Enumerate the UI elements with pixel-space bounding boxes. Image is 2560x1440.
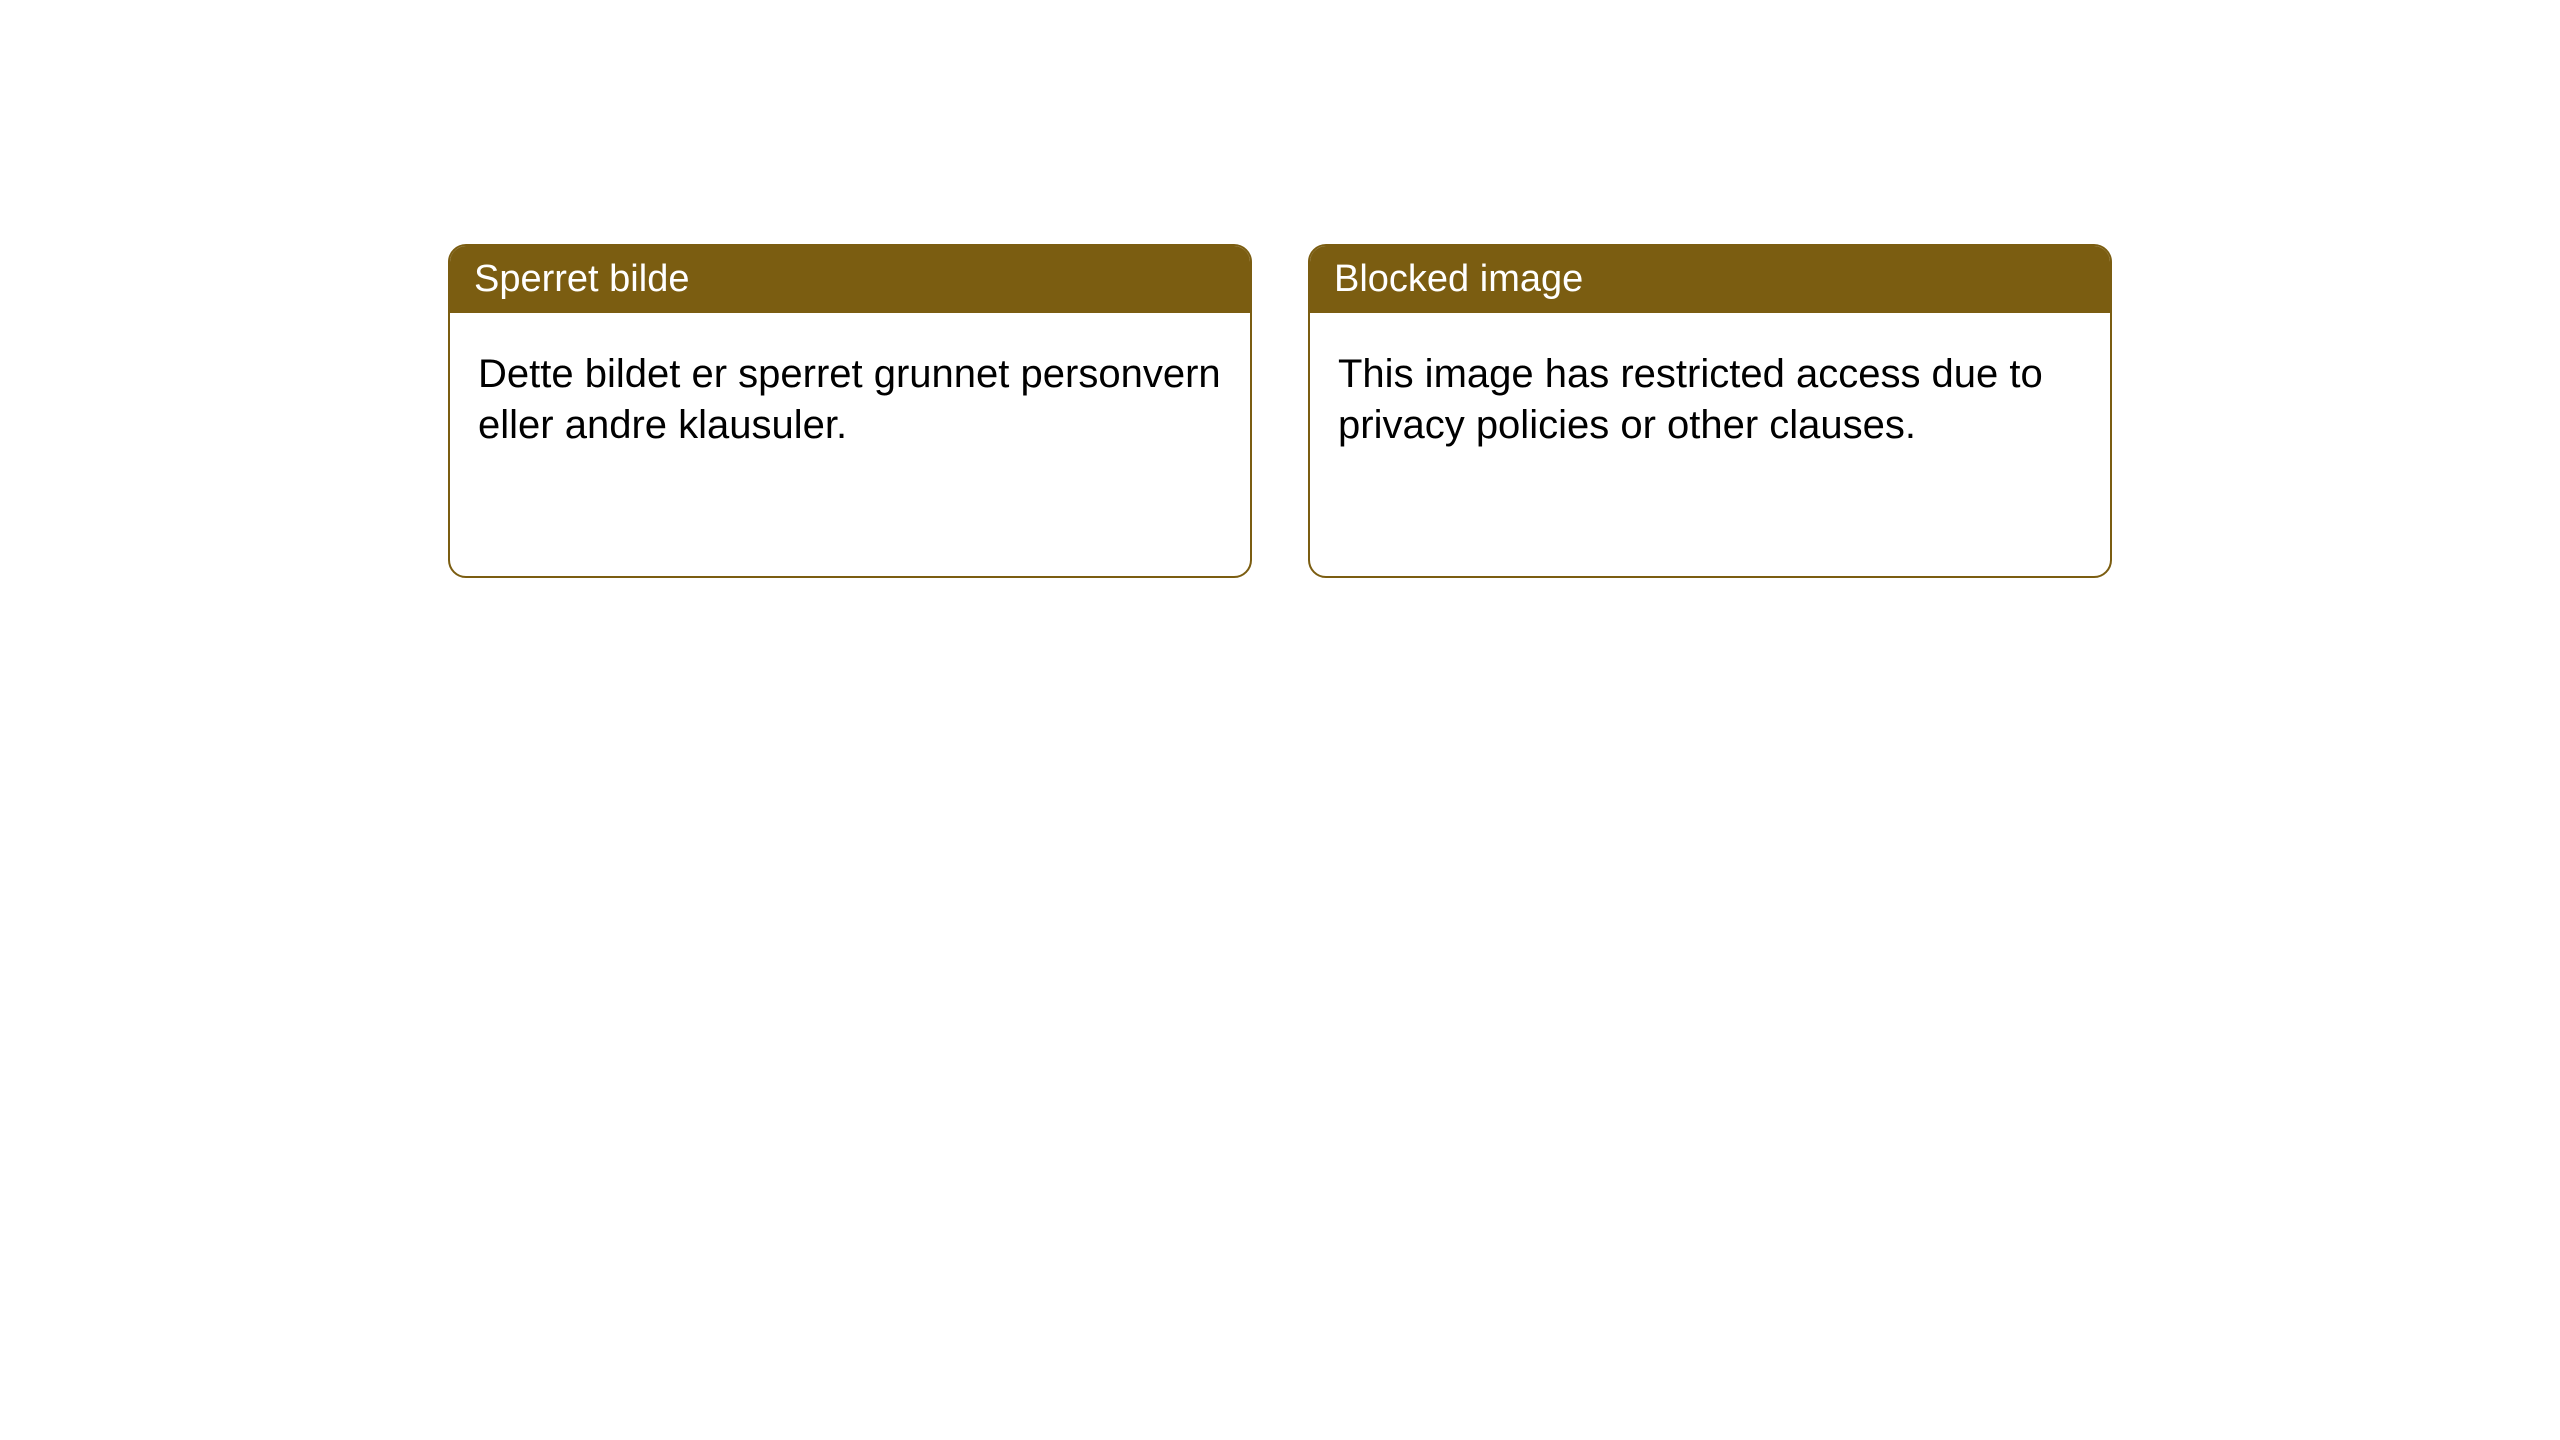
- notice-header: Sperret bilde: [450, 246, 1250, 313]
- notice-header: Blocked image: [1310, 246, 2110, 313]
- notice-body: Dette bildet er sperret grunnet personve…: [450, 313, 1250, 487]
- notice-body-text: This image has restricted access due to …: [1338, 352, 2043, 447]
- notice-title: Blocked image: [1334, 258, 1583, 300]
- notice-body-text: Dette bildet er sperret grunnet personve…: [478, 352, 1221, 447]
- notice-body: This image has restricted access due to …: [1310, 313, 2110, 487]
- notice-box-norwegian: Sperret bilde Dette bildet er sperret gr…: [448, 244, 1252, 578]
- notice-box-english: Blocked image This image has restricted …: [1308, 244, 2112, 578]
- notice-title: Sperret bilde: [474, 258, 689, 300]
- notice-container: Sperret bilde Dette bildet er sperret gr…: [448, 244, 2112, 578]
